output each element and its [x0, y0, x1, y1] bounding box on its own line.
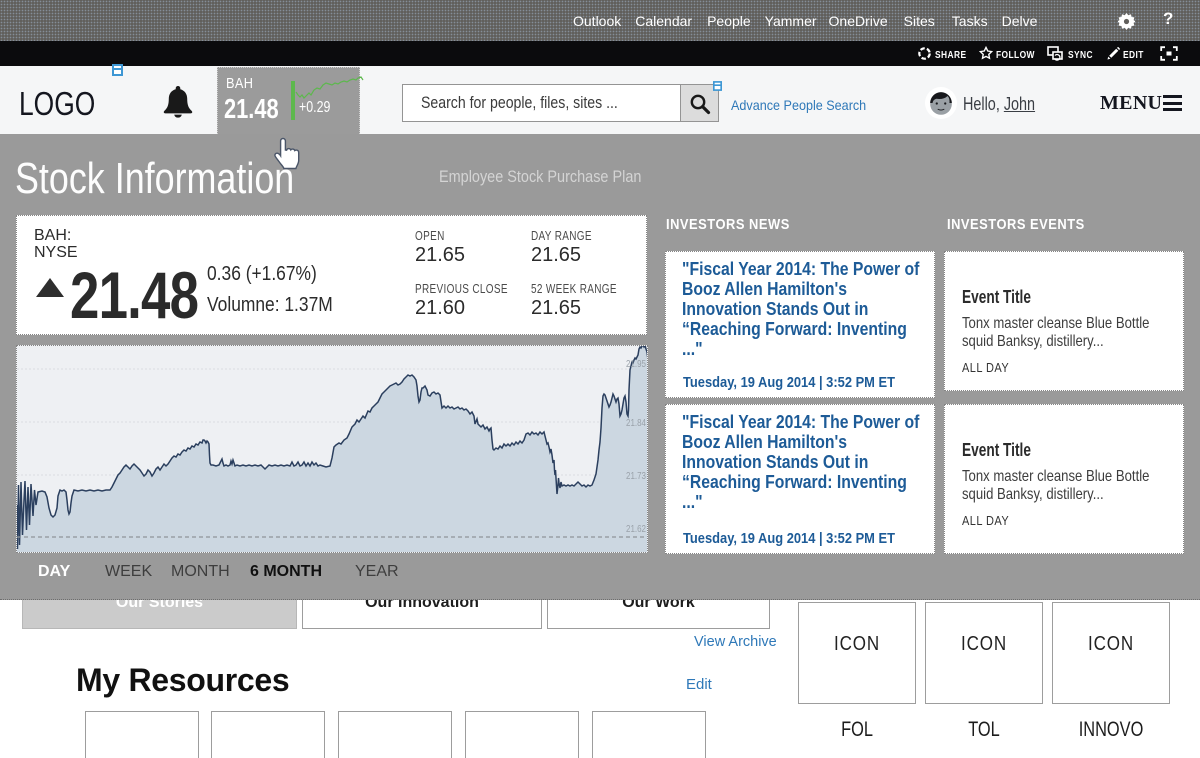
svg-text:21.84: 21.84: [626, 417, 646, 429]
svg-text:21.73: 21.73: [626, 470, 646, 482]
svg-text:21.95: 21.95: [626, 358, 646, 370]
svg-text:21.62: 21.62: [626, 523, 646, 535]
